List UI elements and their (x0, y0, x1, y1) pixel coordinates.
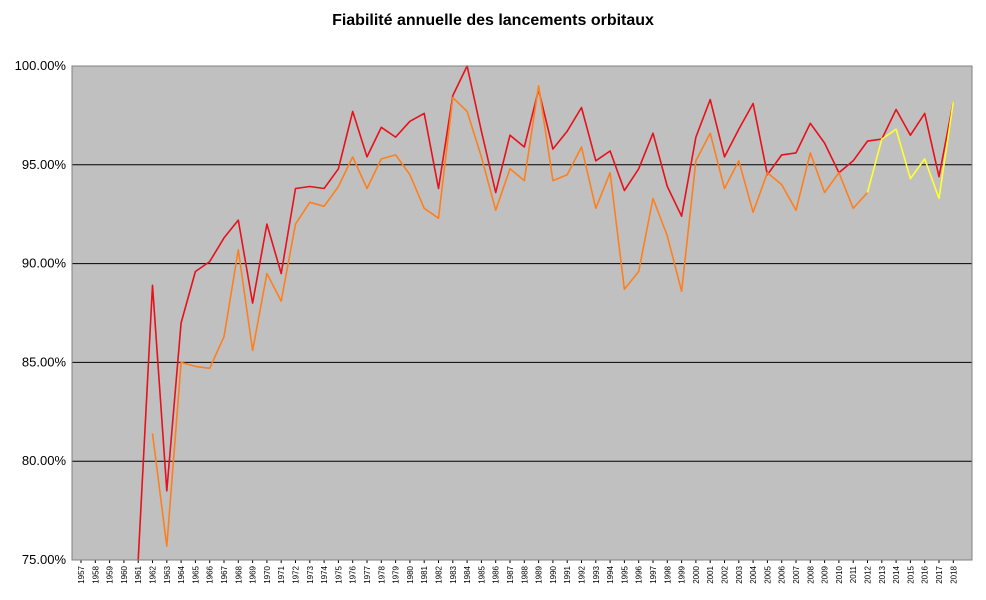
x-tick-label: 2007 (792, 565, 801, 583)
series-line-1 (137, 65, 955, 561)
x-tick-label: 1995 (620, 565, 629, 583)
x-tick-label: 1990 (549, 565, 558, 583)
x-axis-ticks: 1957 1958 1959 1960 1961 1962 1963 1964 1965 1966… (77, 560, 958, 584)
x-tick-label: 1986 (492, 565, 501, 583)
x-tick-label: 1968 (234, 565, 243, 583)
y-tick-label: 95.00% (22, 157, 67, 172)
x-tick-label: 1972 (292, 565, 301, 583)
x-tick-label: 1980 (406, 565, 415, 583)
series-line-3 (866, 101, 955, 200)
x-tick-label: 1963 (163, 565, 172, 583)
series-line-2 (151, 85, 869, 547)
x-tick-label: 2000 (692, 565, 701, 583)
plot-area (72, 66, 972, 560)
x-tick-label: 1965 (191, 565, 200, 583)
x-tick-label: 1962 (149, 565, 158, 583)
x-tick-label: 1998 (663, 565, 672, 583)
y-tick-label: 90.00% (22, 256, 67, 271)
y-tick-label: 100.00% (15, 58, 67, 73)
x-tick-label: 2002 (721, 565, 730, 583)
x-tick-label: 1960 (120, 565, 129, 583)
x-tick-label: 1975 (334, 565, 343, 583)
x-tick-label: 1981 (420, 565, 429, 583)
x-tick-label: 2008 (806, 565, 815, 583)
x-tick-label: 2013 (878, 565, 887, 583)
y-tick-label: 85.00% (22, 354, 67, 369)
x-tick-label: 2004 (749, 565, 758, 583)
x-tick-label: 1971 (277, 565, 286, 583)
plot-border (71, 65, 973, 561)
x-tick-label: 2017 (935, 565, 944, 583)
x-tick-label: 1977 (363, 565, 372, 583)
x-tick-label: 2011 (849, 565, 858, 583)
x-tick-label: 1994 (606, 565, 615, 583)
y-axis-ticks: 75.00% 80.00% 85.00% 90.00% 95.00% 100.00% (15, 58, 67, 567)
x-tick-label: 1969 (249, 565, 258, 583)
x-tick-label: 1982 (435, 565, 444, 583)
x-tick-label: 1983 (449, 565, 458, 583)
x-tick-label: 1961 (134, 565, 143, 583)
x-tick-label: 2001 (706, 565, 715, 583)
x-tick-label: 1973 (306, 565, 315, 583)
y-tick-label: 80.00% (22, 453, 67, 468)
x-tick-label: 2018 (949, 565, 958, 583)
x-tick-label: 1967 (220, 565, 229, 583)
x-tick-label: 2005 (763, 565, 772, 583)
y-tick-label: 75.00% (22, 552, 67, 567)
x-tick-label: 1970 (263, 565, 272, 583)
x-tick-label: 1992 (578, 565, 587, 583)
chart-title: Fiabilité annuelle des lancements orbita… (332, 12, 654, 29)
x-tick-label: 1966 (206, 565, 215, 583)
x-tick-label: 1997 (649, 565, 658, 583)
x-tick-label: 2016 (921, 565, 930, 583)
x-tick-label: 1978 (377, 565, 386, 583)
x-tick-label: 1988 (520, 565, 529, 583)
x-tick-label: 1984 (463, 565, 472, 583)
series-lines (137, 65, 955, 561)
x-tick-label: 1989 (535, 565, 544, 583)
x-tick-label: 1987 (506, 565, 515, 583)
x-tick-label: 2012 (864, 565, 873, 583)
x-tick-label: 1964 (177, 565, 186, 583)
x-tick-label: 1957 (77, 565, 86, 583)
x-tick-label: 2006 (778, 565, 787, 583)
x-tick-label: 2003 (735, 565, 744, 583)
x-tick-label: 2009 (821, 565, 830, 583)
x-tick-label: 1985 (477, 565, 486, 583)
x-tick-label: 1991 (563, 565, 572, 583)
x-tick-label: 1959 (106, 565, 115, 583)
x-tick-label: 1999 (678, 565, 687, 583)
x-tick-label: 1993 (592, 565, 601, 583)
x-tick-label: 1958 (91, 565, 100, 583)
x-tick-label: 1996 (635, 565, 644, 583)
x-tick-label: 1974 (320, 565, 329, 583)
x-tick-label: 2015 (906, 565, 915, 583)
x-tick-label: 2014 (892, 565, 901, 583)
x-tick-label: 2010 (835, 565, 844, 583)
x-tick-label: 1976 (349, 565, 358, 583)
x-tick-label: 1979 (392, 565, 401, 583)
